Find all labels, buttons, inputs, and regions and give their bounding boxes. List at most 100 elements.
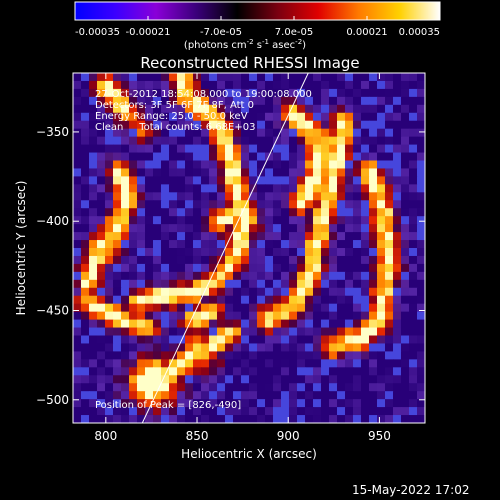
heatmap-cell xyxy=(297,192,306,201)
heatmap-cell xyxy=(153,319,162,329)
heatmap-cell xyxy=(129,184,138,193)
heatmap-cell xyxy=(249,104,258,114)
heatmap-cell xyxy=(73,176,82,185)
heatmap-cell xyxy=(409,200,418,209)
heatmap-cell xyxy=(385,415,394,423)
heatmap-cell xyxy=(153,128,162,138)
heatmap-cell xyxy=(257,263,266,273)
heatmap-cell xyxy=(169,104,178,114)
heatmap-cell xyxy=(369,80,378,90)
heatmap-cell xyxy=(417,168,425,178)
heatmap-cell xyxy=(257,359,266,368)
heatmap-cell xyxy=(137,295,146,305)
heatmap-cell xyxy=(169,112,178,122)
heatmap-cell xyxy=(321,112,330,122)
heatmap-cell xyxy=(361,375,370,384)
heatmap-cell xyxy=(385,327,394,337)
heatmap-cell xyxy=(113,319,122,329)
heatmap-cell xyxy=(177,200,186,209)
heatmap-cell xyxy=(345,216,354,225)
heatmap-cell xyxy=(81,303,90,313)
heatmap-cell xyxy=(265,216,274,225)
heatmap-cell xyxy=(121,415,130,423)
heatmap-cell xyxy=(169,335,178,345)
heatmap-cell xyxy=(313,383,322,392)
heatmap-cell xyxy=(233,120,242,130)
heatmap-cell xyxy=(401,263,410,273)
heatmap-cell xyxy=(169,208,178,217)
heatmap-cell xyxy=(169,128,178,138)
heatmap-cell xyxy=(265,184,274,193)
heatmap-cell xyxy=(409,343,418,353)
heatmap-cell xyxy=(129,168,138,178)
heatmap-cell xyxy=(225,351,234,360)
heatmap-cell xyxy=(257,184,266,193)
heatmap-cell xyxy=(121,383,130,392)
heatmap-cell xyxy=(361,120,370,130)
heatmap-cell xyxy=(153,263,162,273)
heatmap-cell xyxy=(193,279,202,289)
heatmap-cell xyxy=(401,168,410,178)
heatmap-cell xyxy=(105,184,114,193)
heatmap-cell xyxy=(225,415,234,423)
heatmap-cell xyxy=(417,335,425,345)
heatmap-cell xyxy=(305,176,314,185)
heatmap-cell xyxy=(225,176,234,185)
heatmap-cell xyxy=(305,200,314,209)
heatmap-cell xyxy=(321,128,330,138)
heatmap-cell xyxy=(401,303,410,313)
heatmap-cell xyxy=(89,224,98,233)
heatmap-cell xyxy=(409,287,418,297)
heatmap-cell xyxy=(89,240,98,249)
heatmap-cell xyxy=(249,415,258,423)
heatmap-cell xyxy=(217,303,226,313)
heatmap-cell xyxy=(369,240,378,249)
heatmap-cell xyxy=(145,240,154,249)
heatmap-cell xyxy=(145,144,154,154)
heatmap-cell xyxy=(233,311,242,321)
heatmap-cell xyxy=(329,263,338,273)
heatmap-cell xyxy=(217,112,226,122)
heatmap-cell xyxy=(121,303,130,313)
heatmap-cell xyxy=(305,168,314,178)
heatmap-cell xyxy=(129,367,138,376)
heatmap-cell xyxy=(265,176,274,185)
heatmap-cell xyxy=(145,208,154,217)
heatmap-cell xyxy=(113,240,122,249)
heatmap-cell xyxy=(361,128,370,138)
heatmap-cell xyxy=(305,279,314,289)
heatmap-cell xyxy=(337,351,346,360)
heatmap-cell xyxy=(321,240,330,249)
heatmap-cell xyxy=(121,136,130,146)
heatmap-cell xyxy=(409,367,418,376)
heatmap-cell xyxy=(225,263,234,273)
heatmap-cell xyxy=(369,200,378,209)
heatmap-cell xyxy=(209,343,218,353)
heatmap-cell xyxy=(209,88,218,98)
heatmap-cell xyxy=(249,391,258,400)
heatmap-cell xyxy=(265,208,274,217)
heatmap-cell xyxy=(153,240,162,249)
heatmap-cell xyxy=(329,367,338,376)
heatmap-cell xyxy=(81,184,90,193)
heatmap-cell xyxy=(169,224,178,233)
heatmap-cell xyxy=(73,279,82,289)
heatmap-cell xyxy=(297,144,306,154)
annotation-time-range: 27-Oct-2012 18:54:08.000 to 19:00:08.000 xyxy=(95,89,312,100)
heatmap-cell xyxy=(145,279,154,289)
heatmap-cell xyxy=(361,184,370,193)
heatmap-cell xyxy=(129,295,138,305)
heatmap-cell xyxy=(393,200,402,209)
heatmap-cell xyxy=(337,136,346,146)
heatmap-cell xyxy=(89,295,98,305)
heatmap-cell xyxy=(201,144,210,154)
heatmap-cell xyxy=(209,104,218,114)
heatmap-cell xyxy=(265,80,274,90)
heatmap-cell xyxy=(161,112,170,122)
heatmap-cell xyxy=(209,327,218,337)
heatmap-cell xyxy=(225,232,234,241)
heatmap-cell xyxy=(113,351,122,360)
heatmap-cell xyxy=(177,287,186,297)
heatmap-cell xyxy=(153,112,162,122)
heatmap-cell xyxy=(145,128,154,138)
